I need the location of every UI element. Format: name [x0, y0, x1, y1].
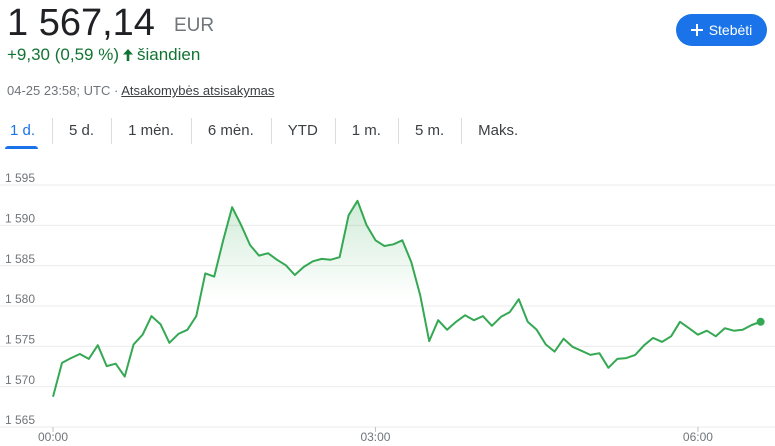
- price: 1 567,14: [7, 2, 155, 44]
- x-tick-label: 03:00: [360, 430, 390, 444]
- follow-button[interactable]: Stebėti: [676, 14, 767, 46]
- follow-label: Stebėti: [708, 22, 753, 38]
- y-tick-label: 1 575: [5, 333, 35, 347]
- range-tab[interactable]: Maks.: [461, 118, 535, 149]
- range-tab[interactable]: 6 mėn.: [190, 118, 271, 149]
- y-tick-label: 1 585: [5, 252, 35, 266]
- x-tick-label: 00:00: [38, 430, 68, 444]
- range-tab[interactable]: 1 mėn.: [111, 118, 191, 149]
- y-tick-label: 1 590: [5, 212, 35, 226]
- range-tab[interactable]: YTD: [270, 118, 335, 149]
- y-tick-label: 1 580: [5, 292, 35, 306]
- up-arrow: [123, 49, 133, 61]
- disclaimer-link[interactable]: Atsakomybės atsisakymas: [121, 83, 275, 98]
- change: +9,30 (0,59 %) šiandien: [7, 45, 200, 65]
- y-tick-label: 1 595: [5, 171, 35, 185]
- y-tick-label: 1 565: [5, 413, 35, 427]
- x-tick-label: 06:00: [683, 430, 713, 444]
- range-tab[interactable]: 1 m.: [334, 118, 398, 149]
- range-tab[interactable]: 5 m.: [397, 118, 461, 149]
- y-tick-label: 1 570: [5, 373, 35, 387]
- range-tab[interactable]: 1 d.: [0, 118, 52, 149]
- change-value: +9,30 (0,59 %): [7, 45, 119, 64]
- range-tabs: 1 d. 5 d. 1 mėn. 6 mėn. YTD 1 m. 5 m. Maks.: [0, 118, 535, 149]
- area: [53, 200, 761, 421]
- last-point: [756, 317, 765, 326]
- separator: ·: [113, 83, 119, 98]
- range-tab[interactable]: 5 d.: [52, 118, 111, 149]
- timestamp-line: 04-25 23:58; UTC · Atsakomybės atsisakym…: [7, 83, 274, 98]
- plus-icon: [690, 24, 703, 36]
- currency: EUR: [174, 15, 215, 36]
- period: šiandien: [137, 45, 201, 64]
- timestamp: 04-25 23:58; UTC: [7, 83, 111, 98]
- price-line: [52, 199, 761, 398]
